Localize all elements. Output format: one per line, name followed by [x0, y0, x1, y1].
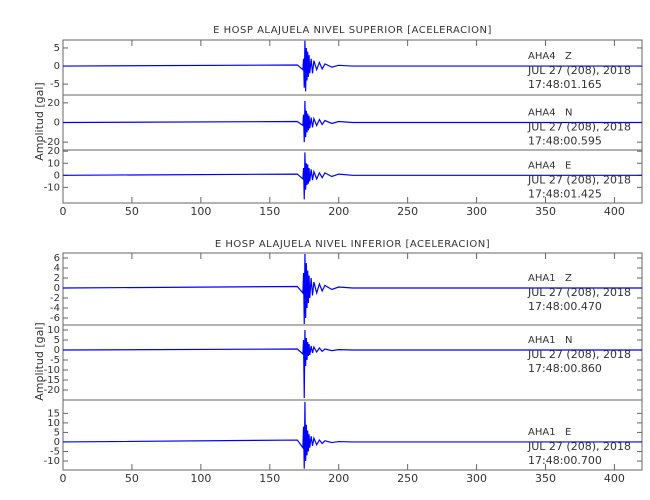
- chart-title: E HOSP ALAJUELA NIVEL INFERIOR [ACELERAC…: [215, 239, 490, 250]
- x-tick-label: 250: [397, 205, 418, 218]
- x-tick-label: 0: [60, 472, 67, 485]
- x-tick-label: 200: [328, 205, 349, 218]
- y-tick-label: -6: [50, 313, 60, 324]
- date-label: JUL 27 (208), 2018: [527, 64, 631, 77]
- component-label: E: [565, 427, 571, 438]
- x-tick-label: 100: [190, 205, 211, 218]
- y-tick-label: -20: [44, 385, 60, 396]
- date-label: JUL 27 (208), 2018: [527, 121, 631, 134]
- y-tick-label: 10: [47, 418, 60, 429]
- component-label: Z: [565, 51, 572, 62]
- x-tick-label: 350: [535, 472, 556, 485]
- x-tick-label: 250: [397, 472, 418, 485]
- component-label: E: [565, 160, 571, 171]
- y-tick-label: -15: [44, 375, 60, 386]
- station-label: AHA1: [528, 273, 556, 284]
- component-label: N: [565, 108, 572, 119]
- y-tick-label: 0: [54, 283, 60, 294]
- x-tick-label: 400: [604, 205, 625, 218]
- date-label: JUL 27 (208), 2018: [527, 440, 631, 453]
- time-label: 17:48:00.470: [528, 300, 602, 313]
- chart-title: E HOSP ALAJUELA NIVEL SUPERIOR [ACELERAC…: [213, 25, 492, 36]
- station-label: AHA4: [528, 51, 556, 62]
- y-tick-label: 2: [54, 273, 60, 284]
- y-axis-label: Amplitud [gal]: [33, 82, 46, 160]
- y-tick-label: -4: [50, 303, 60, 314]
- waveform: [62, 401, 642, 469]
- y-tick-label: 6: [54, 253, 60, 264]
- station-label: AHA1: [528, 427, 556, 438]
- y-tick-label: -20: [44, 137, 60, 148]
- y-tick-label: 5: [54, 43, 60, 54]
- y-tick-label: 20: [47, 98, 60, 109]
- station-label: AHA1: [528, 335, 556, 346]
- waveform: [62, 100, 642, 143]
- date-label: JUL 27 (208), 2018: [527, 173, 631, 186]
- component-label: Z: [565, 273, 572, 284]
- station-label: AHA4: [528, 108, 556, 119]
- y-tick-label: 0: [54, 345, 60, 356]
- x-tick-label: 50: [125, 205, 139, 218]
- y-tick-label: 0: [54, 61, 60, 72]
- x-tick-label: 150: [259, 472, 280, 485]
- time-label: 17:48:00.595: [528, 135, 602, 148]
- x-tick-label: 0: [60, 205, 67, 218]
- y-tick-label: -10: [44, 365, 60, 376]
- time-label: 17:48:00.860: [528, 362, 602, 375]
- x-tick-label: 300: [466, 472, 487, 485]
- station-label: AHA4: [528, 160, 556, 171]
- y-tick-label: -5: [50, 355, 60, 366]
- time-label: 17:48:01.425: [528, 187, 602, 200]
- y-tick-label: 10: [47, 158, 60, 169]
- x-tick-label: 150: [259, 205, 280, 218]
- date-label: JUL 27 (208), 2018: [527, 348, 631, 361]
- y-tick-label: -2: [50, 293, 60, 304]
- y-tick-label: -10: [44, 456, 60, 467]
- x-tick-label: 300: [466, 205, 487, 218]
- x-tick-label: 350: [535, 205, 556, 218]
- y-tick-label: 5: [54, 427, 60, 438]
- y-axis-label: Amplitud [gal]: [33, 322, 46, 400]
- waveform: [62, 329, 642, 399]
- x-tick-label: 400: [604, 472, 625, 485]
- y-tick-label: -5: [50, 446, 60, 457]
- time-label: 17:48:01.165: [528, 78, 602, 91]
- y-tick-label: -10: [44, 182, 60, 193]
- y-tick-label: 4: [54, 263, 60, 274]
- x-tick-label: 50: [125, 472, 139, 485]
- y-tick-label: 10: [47, 325, 60, 336]
- component-label: N: [565, 335, 572, 346]
- time-label: 17:48:00.700: [528, 454, 602, 467]
- y-tick-label: 20: [47, 146, 60, 157]
- x-tick-label: 100: [190, 472, 211, 485]
- panel-frame: [62, 149, 643, 204]
- waveform: [62, 253, 642, 325]
- date-label: JUL 27 (208), 2018: [527, 286, 631, 299]
- y-tick-label: 0: [54, 170, 60, 181]
- y-tick-label: 0: [54, 118, 60, 129]
- x-tick-label: 200: [328, 472, 349, 485]
- waveform: [62, 152, 642, 200]
- y-tick-label: -5: [50, 79, 60, 90]
- y-tick-label: 15: [47, 408, 60, 419]
- y-tick-label: 5: [54, 335, 60, 346]
- panel-frame: [62, 399, 643, 471]
- y-tick-label: 0: [54, 437, 60, 448]
- waveform: [62, 40, 642, 92]
